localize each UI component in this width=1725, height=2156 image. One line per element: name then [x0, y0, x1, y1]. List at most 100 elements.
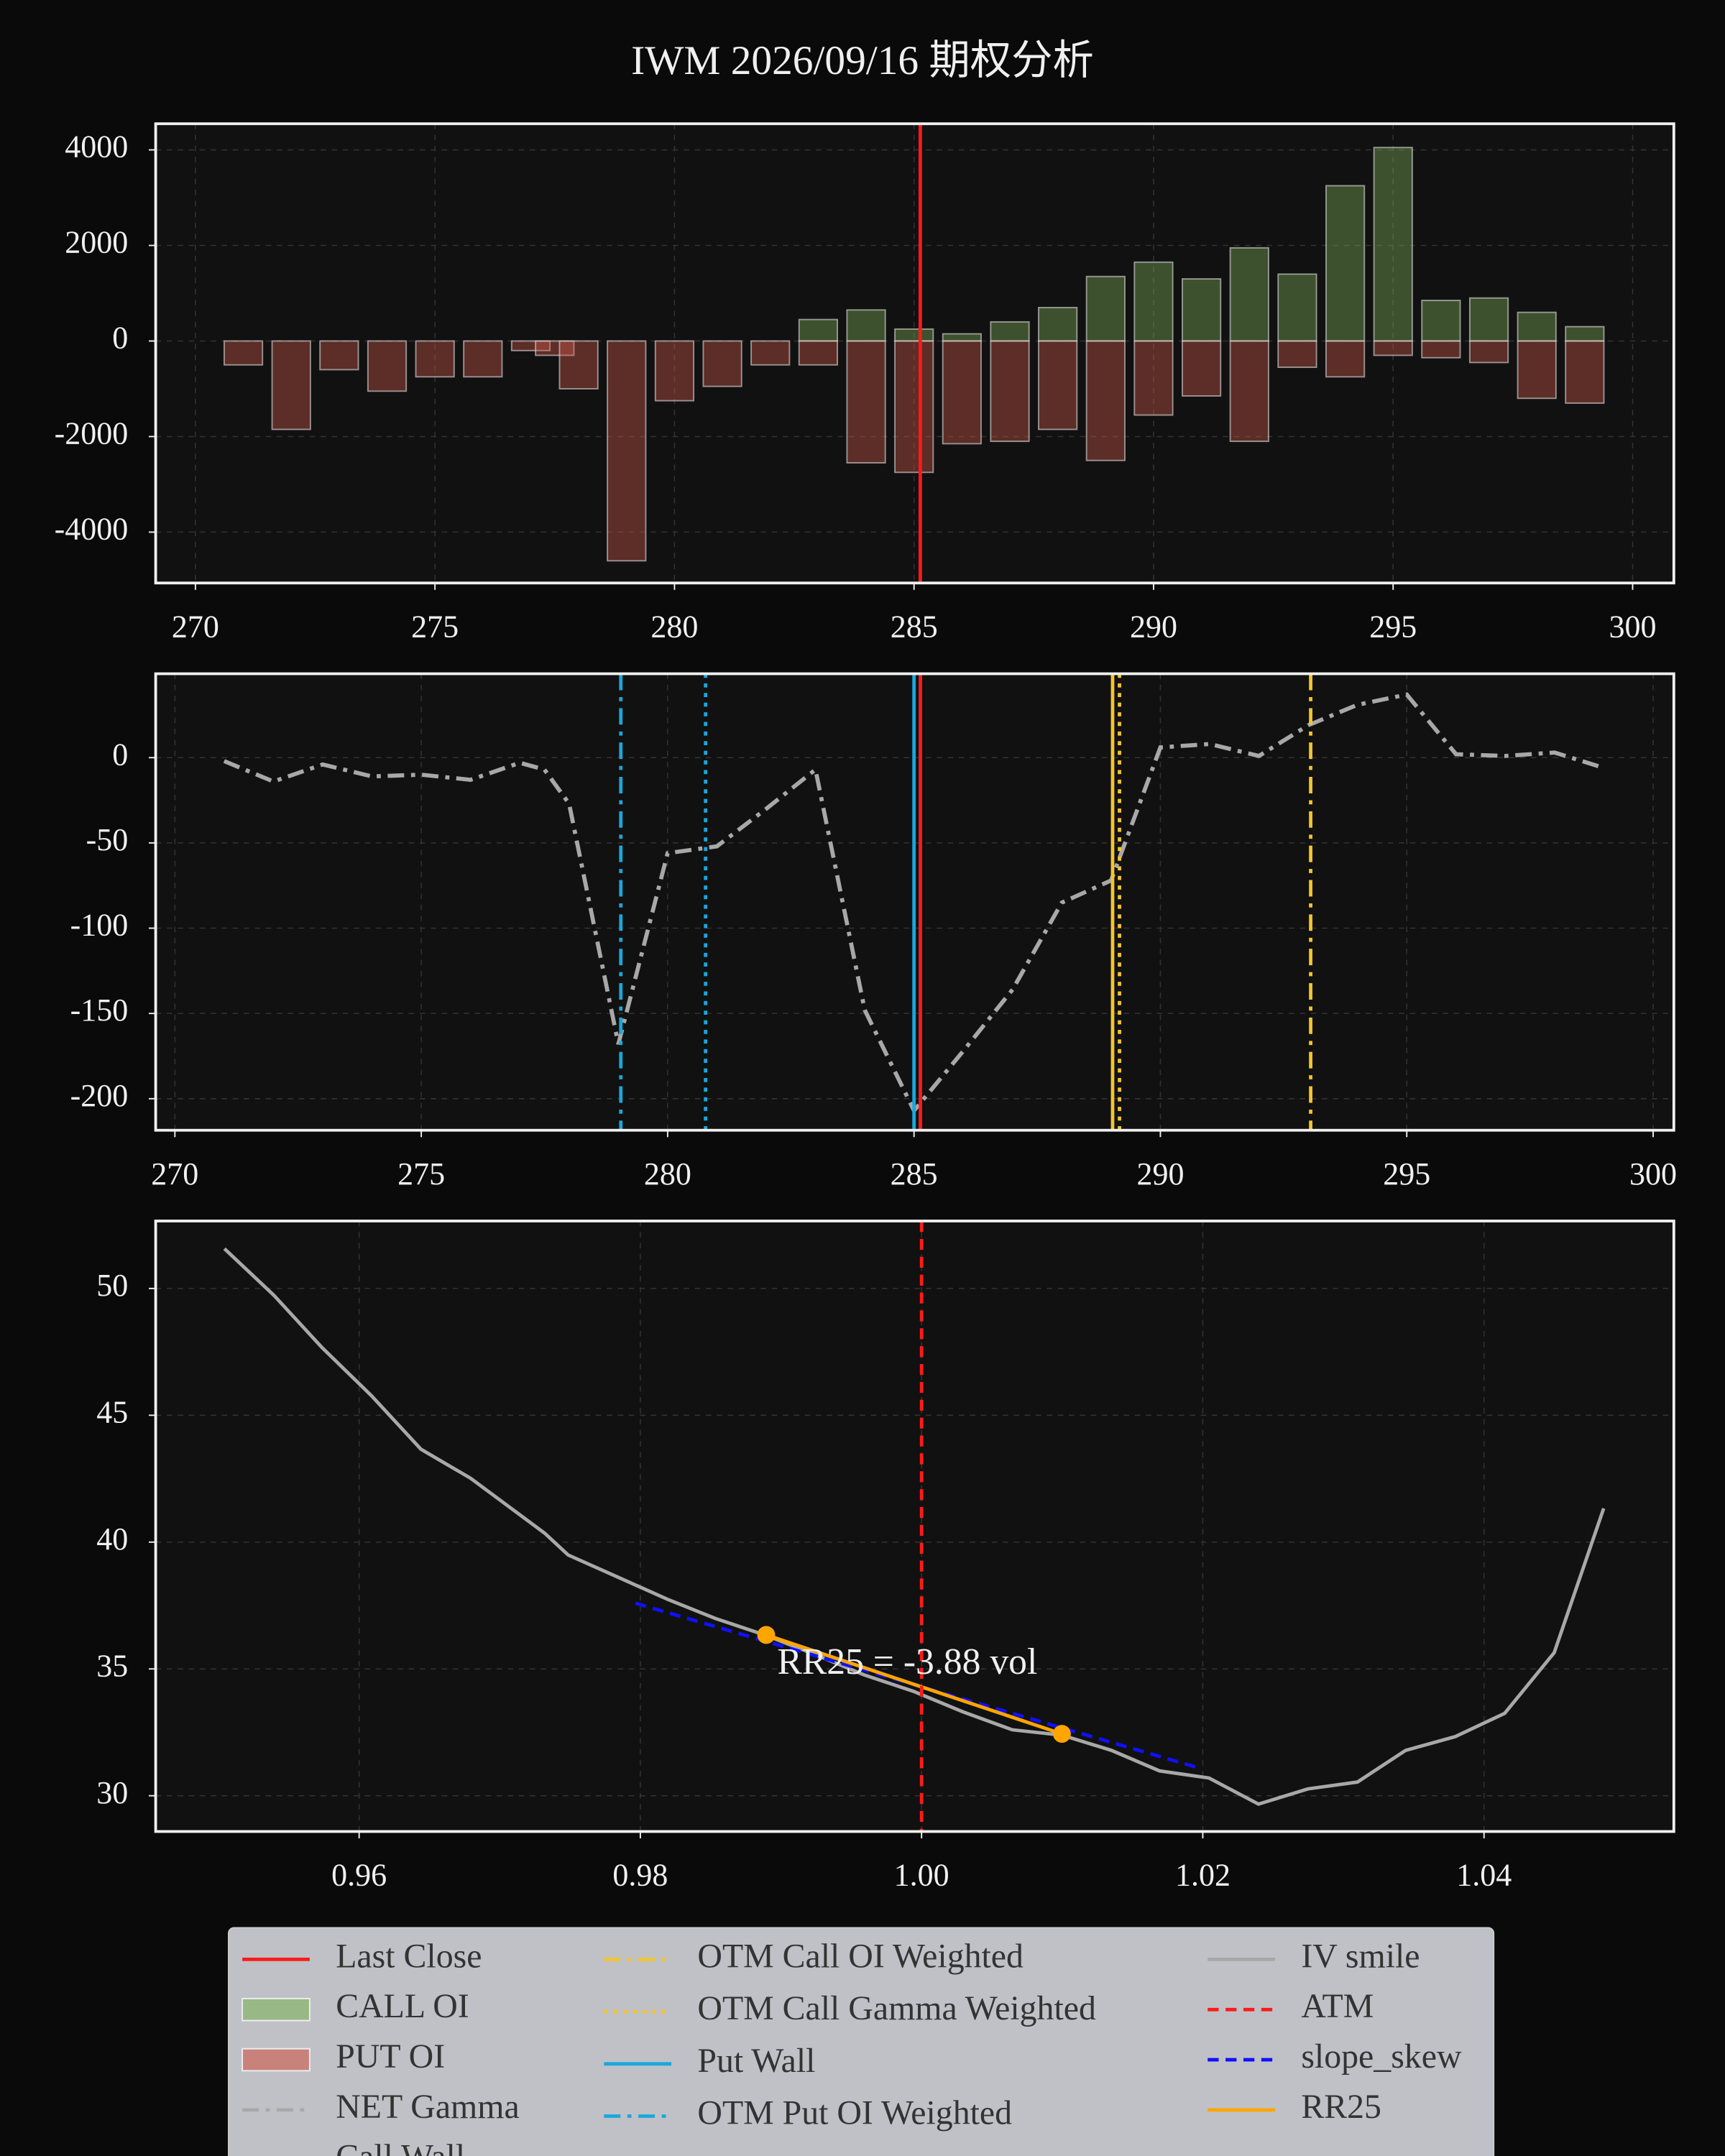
bar [1085, 275, 1126, 342]
bar [1565, 340, 1605, 404]
bar [654, 340, 695, 402]
y-tick-label: 2000 [65, 225, 128, 260]
bar [415, 340, 455, 378]
y-tick-label: 50 [96, 1268, 128, 1303]
marker [1052, 1725, 1071, 1743]
bar [510, 340, 551, 351]
bar [798, 318, 839, 342]
legend-label: CALL OI [336, 1987, 469, 2025]
x-tick-label: 300 [1609, 609, 1657, 644]
bar [702, 340, 742, 387]
series-line [765, 1633, 1063, 1736]
x-tick-label: 285 [891, 1156, 938, 1192]
legend-label: OTM Call Gamma Weighted [697, 1989, 1096, 2027]
x-tick-label: 280 [650, 609, 698, 644]
marker [757, 1626, 776, 1644]
bar [319, 340, 359, 371]
legend-swatch [242, 2047, 310, 2072]
legend-label: OTM Call OI Weighted [697, 1937, 1024, 1975]
bar [1468, 297, 1509, 342]
x-tick-label: 275 [397, 1156, 445, 1192]
bar [1229, 247, 1269, 342]
legend-label: slope_skew [1301, 2037, 1462, 2076]
bar [750, 340, 791, 366]
y-tick-label: 45 [96, 1394, 128, 1429]
bar [942, 333, 982, 342]
bar [463, 340, 503, 378]
axes-frame [154, 1220, 1675, 1833]
bar [894, 328, 934, 342]
bar [1038, 340, 1078, 430]
legend-label: Last Close [336, 1937, 482, 1975]
x-tick-label: 270 [172, 609, 219, 644]
x-tick-label: 295 [1383, 1156, 1430, 1192]
legend-label: PUT OI [336, 2037, 445, 2076]
series-line [223, 1247, 1606, 1806]
bar [1373, 147, 1413, 342]
y-tick-label: -2000 [55, 416, 129, 451]
bar [1182, 340, 1222, 397]
bar [1133, 261, 1174, 342]
bar [1229, 340, 1269, 443]
bar [1277, 340, 1317, 369]
annotation: RR25 = -3.88 vol [777, 1641, 1037, 1682]
bar [1517, 311, 1557, 342]
legend-box [228, 1927, 1495, 2156]
x-tick-label: 0.96 [331, 1858, 387, 1893]
y-tick-label: 0 [112, 321, 128, 356]
legend-label: RR25 [1301, 2088, 1381, 2126]
legend-label: IV smile [1301, 1937, 1420, 1975]
bar [535, 340, 575, 356]
bar [894, 340, 934, 474]
x-tick-label: 280 [644, 1156, 691, 1192]
bar [1565, 326, 1605, 342]
y-tick-label: -50 [86, 822, 129, 857]
y-tick-label: 30 [96, 1775, 128, 1810]
x-tick-label: 1.02 [1175, 1858, 1230, 1893]
bar [1325, 340, 1366, 378]
x-tick-label: 1.00 [894, 1858, 949, 1893]
legend-label: NET Gamma [336, 2088, 519, 2126]
x-tick-label: 275 [411, 609, 459, 644]
x-tick-label: 300 [1629, 1156, 1677, 1192]
bar [1421, 340, 1461, 359]
bar [1517, 340, 1557, 400]
bar [1182, 278, 1222, 342]
axes-frame [154, 122, 1675, 585]
figure-title: IWM 2026/09/16 期权分析 [631, 38, 1094, 83]
legend-label: ATM [1301, 1987, 1374, 2025]
axes-frame [154, 672, 1675, 1132]
legend: Last Close CALL OI PUT OI NET Gamma Call Wal… [228, 1927, 1495, 2156]
legend-swatch [242, 1997, 310, 2022]
bar [1038, 306, 1078, 342]
bar [990, 340, 1030, 443]
y-tick-label: -4000 [55, 512, 129, 547]
bar [846, 340, 886, 464]
x-tick-label: 290 [1130, 609, 1177, 644]
x-tick-label: 0.98 [612, 1858, 668, 1893]
bar [558, 340, 599, 390]
y-tick-label: 40 [96, 1521, 128, 1557]
legend-label: OTM Put OI Weighted [697, 2093, 1012, 2132]
bar [798, 340, 839, 366]
bar [367, 340, 408, 392]
bar [1133, 340, 1174, 416]
y-tick-label: -150 [70, 992, 129, 1028]
bar [942, 340, 982, 445]
legend-label: Call Wall [336, 2138, 465, 2156]
y-tick-label: 35 [96, 1648, 128, 1683]
bar [1421, 300, 1461, 342]
plot-area [155, 124, 1674, 584]
legend-label: Put Wall [697, 2042, 815, 2080]
bar [223, 340, 264, 366]
x-tick-label: 285 [891, 609, 938, 644]
y-tick-label: 0 [112, 737, 128, 772]
series-line [223, 692, 1605, 1115]
y-tick-label: -200 [70, 1078, 129, 1113]
x-tick-label: 295 [1369, 609, 1417, 644]
bar [607, 340, 647, 562]
y-tick-label: -100 [70, 908, 129, 943]
bar [1373, 340, 1413, 356]
bar [1468, 340, 1509, 364]
